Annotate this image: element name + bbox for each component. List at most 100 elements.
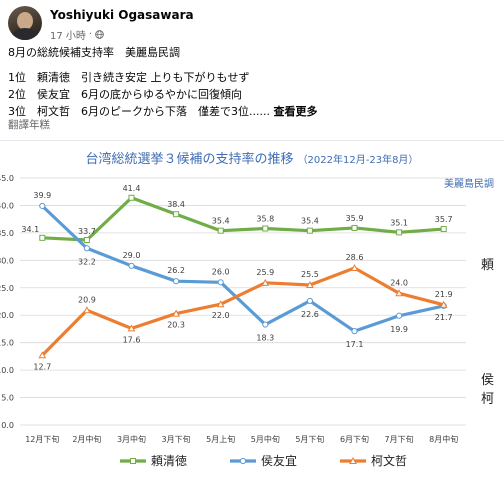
post-line-headline: 8月の総統候補支持率 美麗島民調: [8, 46, 180, 59]
data-label: 19.9: [390, 325, 408, 334]
x-tick-label: 3月中旬: [117, 434, 146, 444]
data-label: 35.4: [301, 217, 319, 226]
chart-title-main: 台湾総統選挙３候補の支持率の推移: [86, 151, 294, 167]
data-label: 34.1: [21, 225, 39, 234]
series-line: [41, 204, 445, 333]
data-label: 12.7: [33, 362, 51, 371]
data-label: 25.5: [301, 270, 319, 279]
y-tick-label: 45.0: [0, 174, 14, 183]
globe-icon: [95, 30, 104, 39]
data-point: [351, 328, 358, 335]
legend-label: 侯友宜: [261, 453, 297, 468]
legend-marker: [349, 456, 357, 464]
avatar-face: [17, 12, 33, 30]
data-label: 35.7: [435, 215, 453, 224]
avatar-body: [11, 28, 39, 40]
data-point: [39, 234, 46, 241]
data-point: [395, 289, 403, 297]
data-label: 18.3: [256, 334, 274, 343]
data-point: [217, 279, 224, 286]
legend-marker: [130, 458, 136, 464]
y-tick-label: 0.0: [1, 421, 14, 430]
support-rate-chart: 台湾総統選挙３候補の支持率の推移 （2022年12月-23年8月） 美麗島民調 0.0…: [0, 151, 494, 468]
data-point: [440, 226, 447, 233]
data-label: 41.4: [123, 184, 141, 193]
post-header: Yoshiyuki Ogasawara 17 小時 ·: [8, 6, 498, 42]
x-tick-label: 7月下旬: [385, 434, 414, 444]
data-point: [262, 321, 269, 328]
data-label: 20.9: [78, 295, 96, 304]
data-point: [306, 227, 313, 234]
chart-title: 台湾総統選挙３候補の支持率の推移 （2022年12月-23年8月）: [86, 151, 419, 167]
y-tick-label: 30.0: [0, 256, 14, 265]
data-point: [38, 351, 47, 359]
data-point: [83, 245, 91, 252]
series-side-label: 侯: [481, 373, 494, 388]
legend-marker: [239, 457, 247, 465]
data-label: 22.6: [301, 310, 319, 319]
data-label: 35.4: [212, 217, 230, 226]
data-point: [306, 280, 314, 289]
meta-dot: ·: [88, 29, 93, 40]
data-point: [396, 312, 403, 319]
data-point: [350, 263, 359, 272]
data-point: [306, 297, 313, 305]
x-tick-label: 3月下旬: [162, 434, 191, 444]
data-point: [351, 224, 358, 231]
data-point: [217, 227, 224, 234]
y-tick-label: 25.0: [0, 284, 14, 293]
data-label: 17.1: [346, 340, 364, 349]
y-tick-label: 5.0: [1, 394, 14, 403]
data-point: [173, 211, 180, 218]
data-label: 35.8: [256, 214, 274, 223]
data-label: 39.9: [33, 191, 51, 200]
post-time[interactable]: 17 小時: [50, 31, 86, 42]
data-label: 24.0: [390, 278, 408, 287]
data-point: [396, 229, 403, 236]
data-label: 21.7: [435, 313, 453, 322]
data-point: [128, 194, 135, 201]
chart-title-sub: （2022年12月-23年8月）: [298, 153, 419, 166]
y-tick-label: 15.0: [0, 339, 14, 348]
data-point: [127, 324, 136, 332]
data-label: 17.6: [123, 335, 141, 344]
y-tick-label: 35.0: [0, 229, 14, 238]
data-label: 35.9: [346, 214, 364, 223]
y-tick-label: 10.0: [0, 366, 14, 375]
data-point: [216, 300, 225, 308]
see-more-link[interactable]: 查看更多: [273, 105, 318, 118]
data-label: 21.9: [435, 290, 453, 299]
author-name[interactable]: Yoshiyuki Ogasawara: [50, 8, 194, 22]
data-label: 32.2: [78, 257, 96, 266]
legend-label: 頼清徳: [151, 453, 187, 468]
data-point: [261, 278, 270, 286]
data-label: 29.0: [123, 251, 141, 260]
translate-link[interactable]: 翻譯年糕: [8, 119, 50, 131]
avatar[interactable]: [8, 6, 42, 40]
data-label: 22.0: [212, 311, 230, 320]
x-tick-label: 2月中旬: [72, 434, 101, 444]
data-point: [128, 262, 135, 269]
data-point: [173, 278, 180, 285]
series-line: [42, 196, 444, 242]
data-label: 35.1: [390, 218, 408, 227]
data-label: 38.4: [167, 200, 185, 209]
data-label: 25.9: [256, 268, 274, 277]
data-label: 26.0: [212, 267, 230, 276]
y-tick-label: 20.0: [0, 311, 14, 320]
post-text: 8月の総統候補支持率 美麗島民調 1位 頼清徳 引き続き安定 上りも下がりもせず…: [8, 44, 498, 120]
post-line-rank-3-text: 3位 柯文哲 6月のピークから下落 僅差で3位......: [8, 105, 270, 118]
data-point: [262, 225, 269, 232]
post-line-rank-2: 2位 侯友宜 6月の底からゆるやかに回復傾向: [8, 88, 242, 101]
x-tick-label: 12月下旬: [25, 434, 59, 444]
series-side-label: 柯: [481, 392, 494, 407]
x-tick-label: 5月下旬: [295, 434, 324, 444]
post-line-rank-3: 3位 柯文哲 6月のピークから下落 僅差で3位...... 查看更多: [8, 103, 498, 120]
post-line-rank-1: 1位 頼清徳 引き続き安定 上りも下がりもせず: [8, 71, 250, 84]
data-label: 28.6: [346, 253, 364, 262]
series-line: [41, 266, 445, 357]
legend-label: 柯文哲: [371, 453, 407, 468]
series-side-label: 頼: [481, 258, 494, 273]
chart-image[interactable]: 台湾総統選挙３候補の支持率の推移 （2022年12月-23年8月） 美麗島民調 0.0…: [0, 140, 504, 488]
data-point: [83, 306, 91, 314]
